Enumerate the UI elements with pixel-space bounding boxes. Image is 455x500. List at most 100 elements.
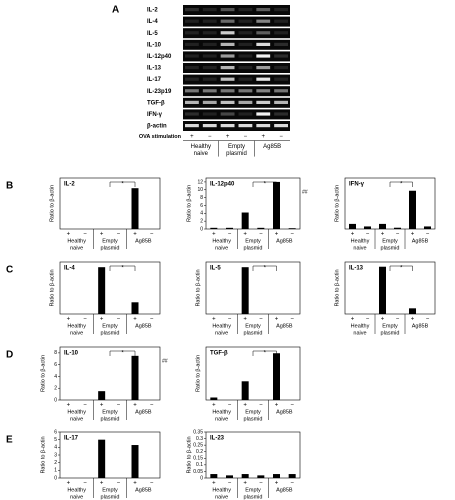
x-tick-label: + bbox=[275, 317, 279, 323]
gel-band bbox=[256, 66, 271, 70]
x-tick-label: − bbox=[426, 317, 430, 323]
panel-letter: B bbox=[6, 181, 13, 192]
gel-row-label: IL-4 bbox=[147, 19, 158, 25]
y-tick-label: 6 bbox=[54, 362, 57, 368]
x-tick-label: + bbox=[275, 403, 279, 409]
gel-band bbox=[185, 112, 199, 116]
x-tick-label: − bbox=[150, 481, 154, 487]
x-tick-label: − bbox=[83, 232, 87, 238]
x-tick-label: + bbox=[212, 403, 216, 409]
bar bbox=[131, 302, 139, 314]
x-tick-label: + bbox=[212, 481, 216, 487]
x-tick-label: + bbox=[243, 317, 247, 323]
y-axis-label: Ratio to β-actin bbox=[195, 355, 201, 392]
gel-band bbox=[274, 89, 288, 93]
bar bbox=[131, 355, 139, 400]
x-tick-label: + bbox=[275, 481, 279, 487]
gel-band bbox=[185, 19, 199, 23]
y-axis-label: Ratio to β-actin bbox=[40, 355, 46, 392]
x-tick-label: + bbox=[275, 232, 279, 238]
y-tick-label: 0.25 bbox=[193, 442, 203, 448]
plot-frame bbox=[59, 177, 161, 230]
gel-row bbox=[183, 28, 290, 39]
lane-label: − bbox=[208, 134, 212, 140]
gel-band bbox=[185, 54, 199, 58]
gel-row bbox=[183, 39, 290, 50]
x-tick-label: − bbox=[228, 403, 232, 409]
chart-title: IL-10 bbox=[64, 351, 79, 357]
group-label: Empty bbox=[102, 487, 118, 493]
gel-band bbox=[220, 124, 235, 128]
x-tick-label: + bbox=[133, 317, 137, 323]
y-tick-label: 0 bbox=[200, 475, 203, 481]
x-tick-label: − bbox=[117, 232, 121, 238]
group-label: plasmid bbox=[101, 245, 120, 251]
significance-bracket bbox=[252, 265, 277, 271]
significance-bracket bbox=[109, 181, 136, 187]
bar bbox=[409, 190, 416, 229]
x-tick-label: + bbox=[243, 232, 247, 238]
gel-band bbox=[202, 19, 217, 23]
significance-label: * bbox=[400, 266, 403, 272]
group-label: naive bbox=[215, 330, 228, 336]
x-tick-label: + bbox=[100, 232, 104, 238]
group-label: Empty bbox=[382, 238, 398, 244]
x-tick-label: − bbox=[259, 232, 263, 238]
x-tick-label: + bbox=[67, 403, 71, 409]
group-label: Healthy bbox=[191, 144, 211, 150]
chart-title: TGF-β bbox=[210, 351, 228, 357]
significance-label: * bbox=[121, 351, 124, 357]
group-label: Empty bbox=[245, 238, 261, 244]
x-tick-label: + bbox=[133, 232, 137, 238]
x-tick-label: + bbox=[212, 232, 216, 238]
group-label: naive bbox=[70, 330, 83, 336]
y-axis-label: Ratio to β-actin bbox=[334, 185, 340, 222]
x-tick-label: + bbox=[100, 481, 104, 487]
group-label: Empty bbox=[102, 409, 118, 415]
y-axis-label: Ratio to β-actin bbox=[186, 436, 192, 473]
group-label: Healthy bbox=[351, 323, 370, 329]
group-label: plasmid bbox=[244, 330, 263, 336]
bar bbox=[257, 227, 265, 229]
gel-row bbox=[183, 109, 290, 120]
x-tick-label: − bbox=[259, 317, 263, 323]
plot-frame bbox=[205, 346, 301, 401]
group-label: Ag85B bbox=[412, 238, 429, 244]
x-tick-label: + bbox=[351, 317, 355, 323]
gel-band bbox=[202, 77, 217, 81]
group-label: Ag85B bbox=[412, 323, 429, 329]
y-tick-label: 4 bbox=[54, 374, 57, 380]
y-tick-label: 0 bbox=[54, 475, 57, 481]
lane-label: − bbox=[244, 134, 248, 140]
group-label: Healthy bbox=[67, 487, 86, 493]
gel-row bbox=[183, 74, 290, 85]
group-label: plasmid bbox=[381, 245, 400, 251]
gel-band bbox=[185, 77, 199, 81]
plot-frame bbox=[59, 346, 161, 401]
gel-row-label: IL-23p19 bbox=[147, 89, 172, 95]
gel-band bbox=[274, 8, 288, 12]
gel-band bbox=[220, 112, 235, 116]
group-label: Ag85B bbox=[135, 323, 152, 329]
gel-band bbox=[256, 89, 271, 93]
x-tick-label: − bbox=[396, 317, 400, 323]
gel-band bbox=[274, 19, 288, 23]
gel-band bbox=[202, 89, 217, 93]
significance-bracket bbox=[109, 265, 136, 271]
gel-row-label: IL-13 bbox=[147, 66, 162, 72]
bar bbox=[210, 474, 218, 478]
y-tick-label: 6 bbox=[200, 203, 203, 209]
group-label: plasmid bbox=[244, 416, 263, 422]
gel-band bbox=[256, 100, 271, 104]
gel-row bbox=[183, 51, 290, 62]
x-tick-label: − bbox=[228, 481, 232, 487]
x-tick-label: + bbox=[381, 232, 385, 238]
group-label: naive bbox=[353, 245, 366, 251]
chart-title: IFN-γ bbox=[349, 182, 365, 188]
group-label: Healthy bbox=[67, 409, 86, 415]
group-label: Healthy bbox=[67, 323, 86, 329]
gel-band bbox=[238, 66, 253, 70]
bar bbox=[424, 226, 431, 229]
y-tick-label: 0.3 bbox=[196, 436, 203, 442]
bar bbox=[98, 391, 106, 400]
